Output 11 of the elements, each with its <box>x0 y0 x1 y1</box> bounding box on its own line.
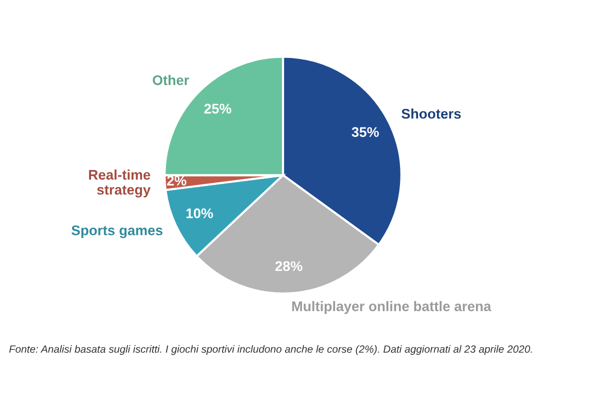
slice-label: Sports games <box>72 225 162 238</box>
data-label: 10% <box>186 208 213 218</box>
slice-label: Multiplayer online battle arena <box>292 301 492 314</box>
data-label: 2% <box>167 176 186 186</box>
slice-label: Other <box>152 74 190 86</box>
data-label: 35% <box>352 127 379 137</box>
data-label: 25% <box>204 104 232 114</box>
slice-label: Real-time strategy <box>89 170 151 198</box>
data-label: 28% <box>275 261 302 272</box>
slice-label: Shooters <box>402 108 461 119</box>
source-note: Fonte: Analisi basata sugli iscritti. I giochi sportivi includono anche le corse (2%). Dati aggiornati al 23 aprile 2020. <box>9 345 532 355</box>
